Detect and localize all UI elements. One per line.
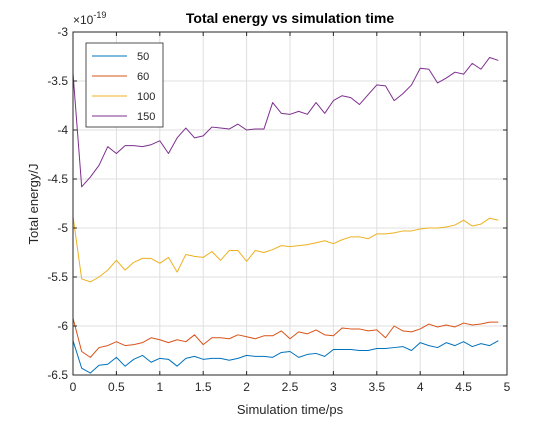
chart-title: Total energy vs simulation time [186,10,394,26]
axis-ticks [72,31,508,376]
series-line-50 [72,340,499,374]
x-tick-label: 2.5 [282,380,299,394]
y-tick-label: -6 [57,319,68,333]
x-tick-label: 0.5 [108,380,125,394]
series-line-150 [72,56,499,188]
x-tick-label: 4.5 [455,380,472,394]
y-axis-label: Total energy/J [26,164,41,245]
legend: 50 60 100 150 [85,42,164,128]
x-tick-label: 4 [417,380,424,394]
legend-label-100: 100 [137,91,155,103]
x-tick-label: 3.5 [368,380,385,394]
y-tick-label: -5 [57,221,68,235]
legend-label-50: 50 [137,51,149,63]
series-line-60 [72,318,499,358]
x-tick-labels: 0 0.5 1 1.5 2 2.5 3 3.5 4 4.5 5 [70,380,511,394]
y-exponent-power: -19 [93,10,106,20]
y-exponent-base: ×10 [73,13,94,27]
x-axis-label: Simulation time/ps [237,402,344,417]
y-tick-label: -6.5 [47,368,68,382]
y-tick-labels: -6.5 -6 -5.5 -5 -4.5 -4 -3.5 -3 [47,25,68,382]
y-tick-label: -3 [57,25,68,39]
y-tick-label: -4.5 [47,172,68,186]
x-tick-label: 2 [243,380,250,394]
y-tick-label: -5.5 [47,270,68,284]
x-tick-label: 1.5 [195,380,212,394]
y-tick-label: -3.5 [47,74,68,88]
x-tick-label: 0 [70,380,77,394]
y-tick-label: -4 [57,123,68,137]
x-tick-label: 1 [156,380,163,394]
series-line-100 [72,216,499,283]
x-tick-label: 5 [504,380,511,394]
legend-label-150: 150 [137,111,155,123]
legend-label-60: 60 [137,71,149,83]
x-tick-label: 3 [330,380,337,394]
legend-box [85,42,164,128]
series-layer [72,56,499,374]
y-exponent-label: ×10-19 [73,10,106,27]
